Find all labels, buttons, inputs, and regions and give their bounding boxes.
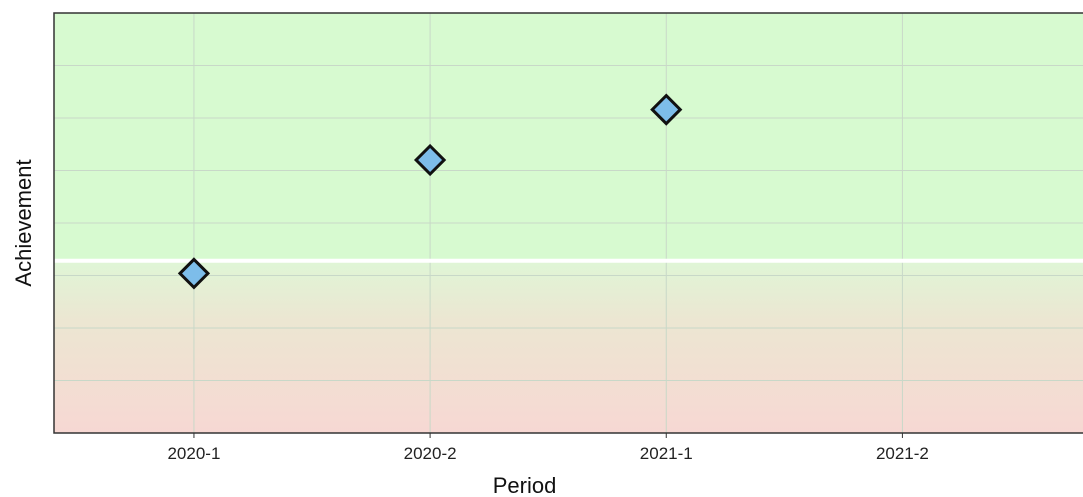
grid-lines xyxy=(54,13,1083,433)
x-axis-ticks: 2020-1 2020-2 2021-1 2021-2 xyxy=(167,433,929,463)
x-tick-label: 2020-2 xyxy=(404,444,457,463)
plot-frame xyxy=(53,12,1083,434)
data-point-2021-1 xyxy=(650,93,683,126)
plot-border xyxy=(53,12,1083,434)
data-points xyxy=(177,93,683,290)
plot-background xyxy=(54,13,1083,433)
x-axis-title: Period xyxy=(493,473,557,497)
data-point-2020-2 xyxy=(413,143,447,177)
x-tick-label: 2020-1 xyxy=(167,444,220,463)
above-threshold-zone xyxy=(54,13,1083,261)
x-tick-label: 2021-1 xyxy=(640,444,693,463)
below-threshold-zone xyxy=(54,260,1083,433)
y-axis-title: Achievement xyxy=(11,159,36,286)
x-tick-label: 2021-2 xyxy=(876,444,929,463)
data-point-2020-1 xyxy=(177,257,211,290)
